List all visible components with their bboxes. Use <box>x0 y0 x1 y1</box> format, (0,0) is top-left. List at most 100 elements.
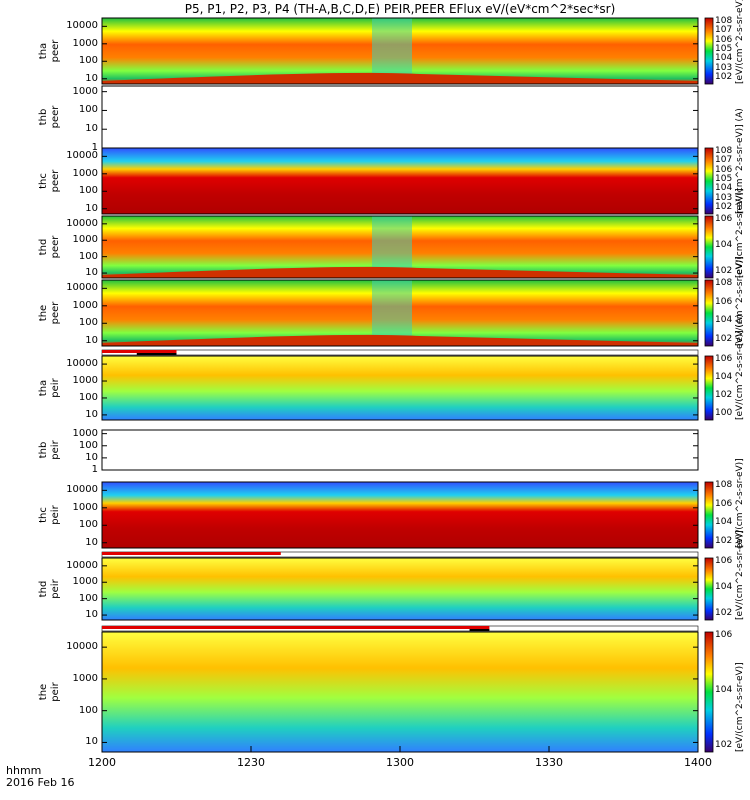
panel-the_peer <box>101 279 699 347</box>
ytick-label-thd_peer-1: 100 <box>78 250 98 262</box>
xtick-label-3: 1330 <box>535 756 563 769</box>
frame-thc_peir <box>101 481 699 549</box>
ytick-label-thb_peir-2: 100 <box>78 439 98 451</box>
panel-thc_peer <box>101 147 699 215</box>
ylabel-line2-tha_peer: peer <box>50 39 61 63</box>
mode-bar-red-1 <box>102 552 281 555</box>
panel-thb_peir <box>101 429 699 471</box>
panel-thb_peer <box>101 85 699 149</box>
colorbar-tick-thc_peer-4: 104 <box>715 183 733 194</box>
ytick-label-tha_peer-0: 10 <box>85 72 98 84</box>
density-fill-thd_peer <box>102 266 698 278</box>
ytick-label-thb_peer-1: 10 <box>85 123 98 135</box>
mode-bar-0 <box>101 349 699 356</box>
mode-bar-black-0 <box>136 353 177 355</box>
ylabel-line2-thd_peir: peir <box>50 579 61 599</box>
ytick-label-tha_peer-1: 100 <box>78 55 98 67</box>
colorbar-tick-thc_peir-3: 102 <box>715 536 733 546</box>
ytick-label-tha_peir-3: 10000 <box>66 358 98 370</box>
ytick-label-the_peir-3: 10000 <box>66 641 98 653</box>
ytick-label-thc_peir-2: 1000 <box>72 501 98 513</box>
colorbar-label-thd_peir: [eV/(cm^2-s-sr-eV)] <box>735 530 745 620</box>
ylabel-line1-thd_peer: thd <box>38 238 49 256</box>
ytick-label-tha_peir-0: 10 <box>85 408 98 420</box>
ytick-label-the_peer-3: 10000 <box>66 282 98 294</box>
ytick-label-the_peir-0: 10 <box>85 736 98 748</box>
mode-bar-black-2 <box>469 629 490 631</box>
ytick-label-thd_peer-0: 10 <box>85 267 98 279</box>
panel-thd_peer <box>101 215 699 279</box>
ytick-label-thd_peir-3: 10000 <box>66 559 98 571</box>
frame-thb_peir <box>101 429 699 471</box>
colorbar-tick-thd_peir-0: 106 <box>715 556 733 566</box>
ytick-label-tha_peir-1: 100 <box>78 391 98 403</box>
colorbar-tick-the_peer-2: 104 <box>715 315 733 326</box>
ytick-label-thd_peir-2: 1000 <box>72 576 98 588</box>
colorbar-tick-tha_peer-3: 105 <box>715 44 733 54</box>
ytick-label-thd_peir-0: 10 <box>85 609 98 621</box>
colorbar-tick-thd_peir-2: 102 <box>715 608 733 618</box>
frame-thc_peer <box>101 147 699 215</box>
ytick-label-thc_peir-3: 10000 <box>66 484 98 496</box>
panel-the_peir <box>101 631 699 753</box>
colorbar-tick-the_peir-2: 102 <box>715 740 733 750</box>
colorbar-tick-tha_peir-3: 100 <box>715 408 733 418</box>
colorbar-tick-tha_peer-4: 104 <box>715 53 733 64</box>
colorbar-tick-tha_peir-1: 104 <box>715 372 733 382</box>
frame-the_peer <box>101 279 699 347</box>
colorbar-tick-thd_peer-2: 102 <box>715 266 733 276</box>
colorbar-the_peir <box>704 631 714 753</box>
frame-tha_peir <box>101 355 699 421</box>
frame-thd_peir <box>101 557 699 621</box>
ytick-label-the_peer-0: 10 <box>85 334 98 346</box>
xtick-label-1: 1230 <box>237 756 265 769</box>
figure-title: P5, P1, P2, P3, P4 (TH-A,B,C,D,E) PEIR,P… <box>184 2 616 16</box>
density-fill-tha_peer <box>102 72 698 84</box>
ylabel-line2-thd_peer: peer <box>50 235 61 259</box>
ylabel-line2-the_peir: peir <box>50 682 61 702</box>
x-axis-label-hhmm: hhmm <box>6 764 42 777</box>
ytick-label-the_peir-1: 100 <box>78 704 98 716</box>
density-fill-the_peer <box>102 334 698 346</box>
panel-thc_peir <box>101 481 699 549</box>
colorbar-tick-tha_peer-6: 102 <box>715 72 733 82</box>
ytick-label-thc_peer-1: 100 <box>78 185 98 197</box>
ytick-label-thb_peir-0: 1 <box>91 464 98 475</box>
colorbar-tick-thc_peer-2: 106 <box>715 164 733 175</box>
ylabel-line1-the_peir: the <box>38 683 49 701</box>
colorbar-tick-tha_peer-0: 108 <box>715 16 733 26</box>
spectrogram-the_peir <box>102 632 698 752</box>
frame-tha_peer <box>101 17 699 85</box>
ylabel-line2-thc_peir: peir <box>50 505 61 525</box>
colorbar-tick-the_peir-0: 106 <box>715 630 733 640</box>
x-axis-label-date: 2016 Feb 16 <box>6 776 75 789</box>
ytick-label-tha_peir-2: 1000 <box>72 375 98 387</box>
panel-tha_peir <box>101 355 699 421</box>
colorbar-tick-the_peer-0: 108 <box>715 278 733 288</box>
colorbar-label-tha_peer: [eV/(cm^2-s-sr-eV)] (A) <box>735 0 745 84</box>
ylabel-line2-tha_peir: peir <box>50 378 61 398</box>
colorbar-the_peer <box>704 279 714 347</box>
ytick-label-the_peer-1: 100 <box>78 317 98 329</box>
ylabel-line2-thb_peer: peer <box>50 105 61 129</box>
ytick-label-the_peer-2: 1000 <box>72 299 98 311</box>
ylabel-line1-thc_peir: thc <box>38 507 49 523</box>
panel-tha_peer <box>101 17 699 85</box>
colorbar-label-the_peir: [eV/(cm^2-s-sr-eV)] <box>735 662 745 752</box>
colorbar-thc_peer <box>704 147 714 215</box>
frame-thd_peer <box>101 215 699 279</box>
colorbar-tick-thc_peer-5: 103 <box>715 192 733 203</box>
ylabel-line2-thb_peir: peir <box>50 440 61 460</box>
colorbar-tick-tha_peer-2: 106 <box>715 34 733 45</box>
frame-thb_peer <box>101 85 699 149</box>
colorbar-tick-thd_peer-1: 104 <box>715 240 733 250</box>
colorbar-tha_peir <box>704 355 714 421</box>
colorbar-thd_peer <box>704 215 714 279</box>
colorbar-tick-thc_peer-1: 107 <box>715 155 733 166</box>
spectrogram-thd_peir <box>102 558 698 620</box>
colorbar-tick-tha_peer-1: 107 <box>715 25 733 36</box>
ylabel-line1-tha_peir: tha <box>38 379 49 397</box>
colorbar-thc_peir <box>704 481 714 549</box>
